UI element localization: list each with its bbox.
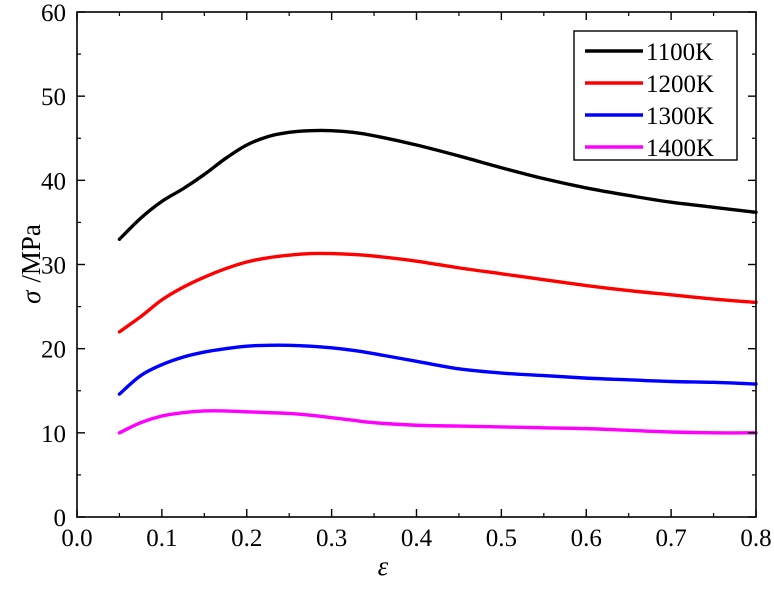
x-tick-label: 0.0 (61, 525, 92, 552)
x-tick-label: 0.6 (571, 525, 602, 552)
series-line-1400K (117, 409, 758, 435)
y-tick-label: 20 (41, 337, 66, 364)
legend: 1100K 1200K 1300K 1400K (573, 30, 738, 162)
legend-label-1400K: 1400K (646, 135, 714, 162)
x-tick-label: 0.1 (146, 525, 177, 552)
x-tick-label: 0.8 (740, 525, 771, 552)
x-tick-label: 0.3 (316, 525, 347, 552)
series-line-1300K (117, 343, 758, 396)
x-tick-label: 0.2 (231, 525, 262, 552)
series-line-1100K (117, 128, 758, 241)
y-tick-label: 10 (41, 421, 66, 448)
y-axis-symbol: σ (16, 289, 46, 304)
y-tick-label: 40 (41, 168, 66, 195)
y-tick-label: 0 (54, 505, 67, 532)
y-axis-unit: /MPa (16, 224, 46, 283)
y-tick-label: 50 (41, 84, 66, 111)
y-axis-title: σ/MPa (16, 224, 46, 304)
legend-label-1300K: 1300K (646, 103, 714, 130)
x-tick-label: 0.4 (401, 525, 433, 552)
legend-label-1200K: 1200K (646, 71, 714, 98)
series-layer (117, 128, 758, 435)
y-tick-label: 30 (41, 253, 66, 280)
legend-label-1100K: 1100K (646, 39, 713, 66)
y-tick-label: 60 (41, 0, 66, 27)
x-tick-label: 0.5 (486, 525, 517, 552)
tick-layer: 0.0 0.1 0.2 0.3 0.4 0.5 0.6 0.7 0.8 0 10 20 30 40 50 60 (41, 0, 772, 552)
x-tick-label: 0.7 (656, 525, 687, 552)
x-axis-title: ε (378, 551, 389, 581)
series-line-1200K (117, 251, 758, 334)
